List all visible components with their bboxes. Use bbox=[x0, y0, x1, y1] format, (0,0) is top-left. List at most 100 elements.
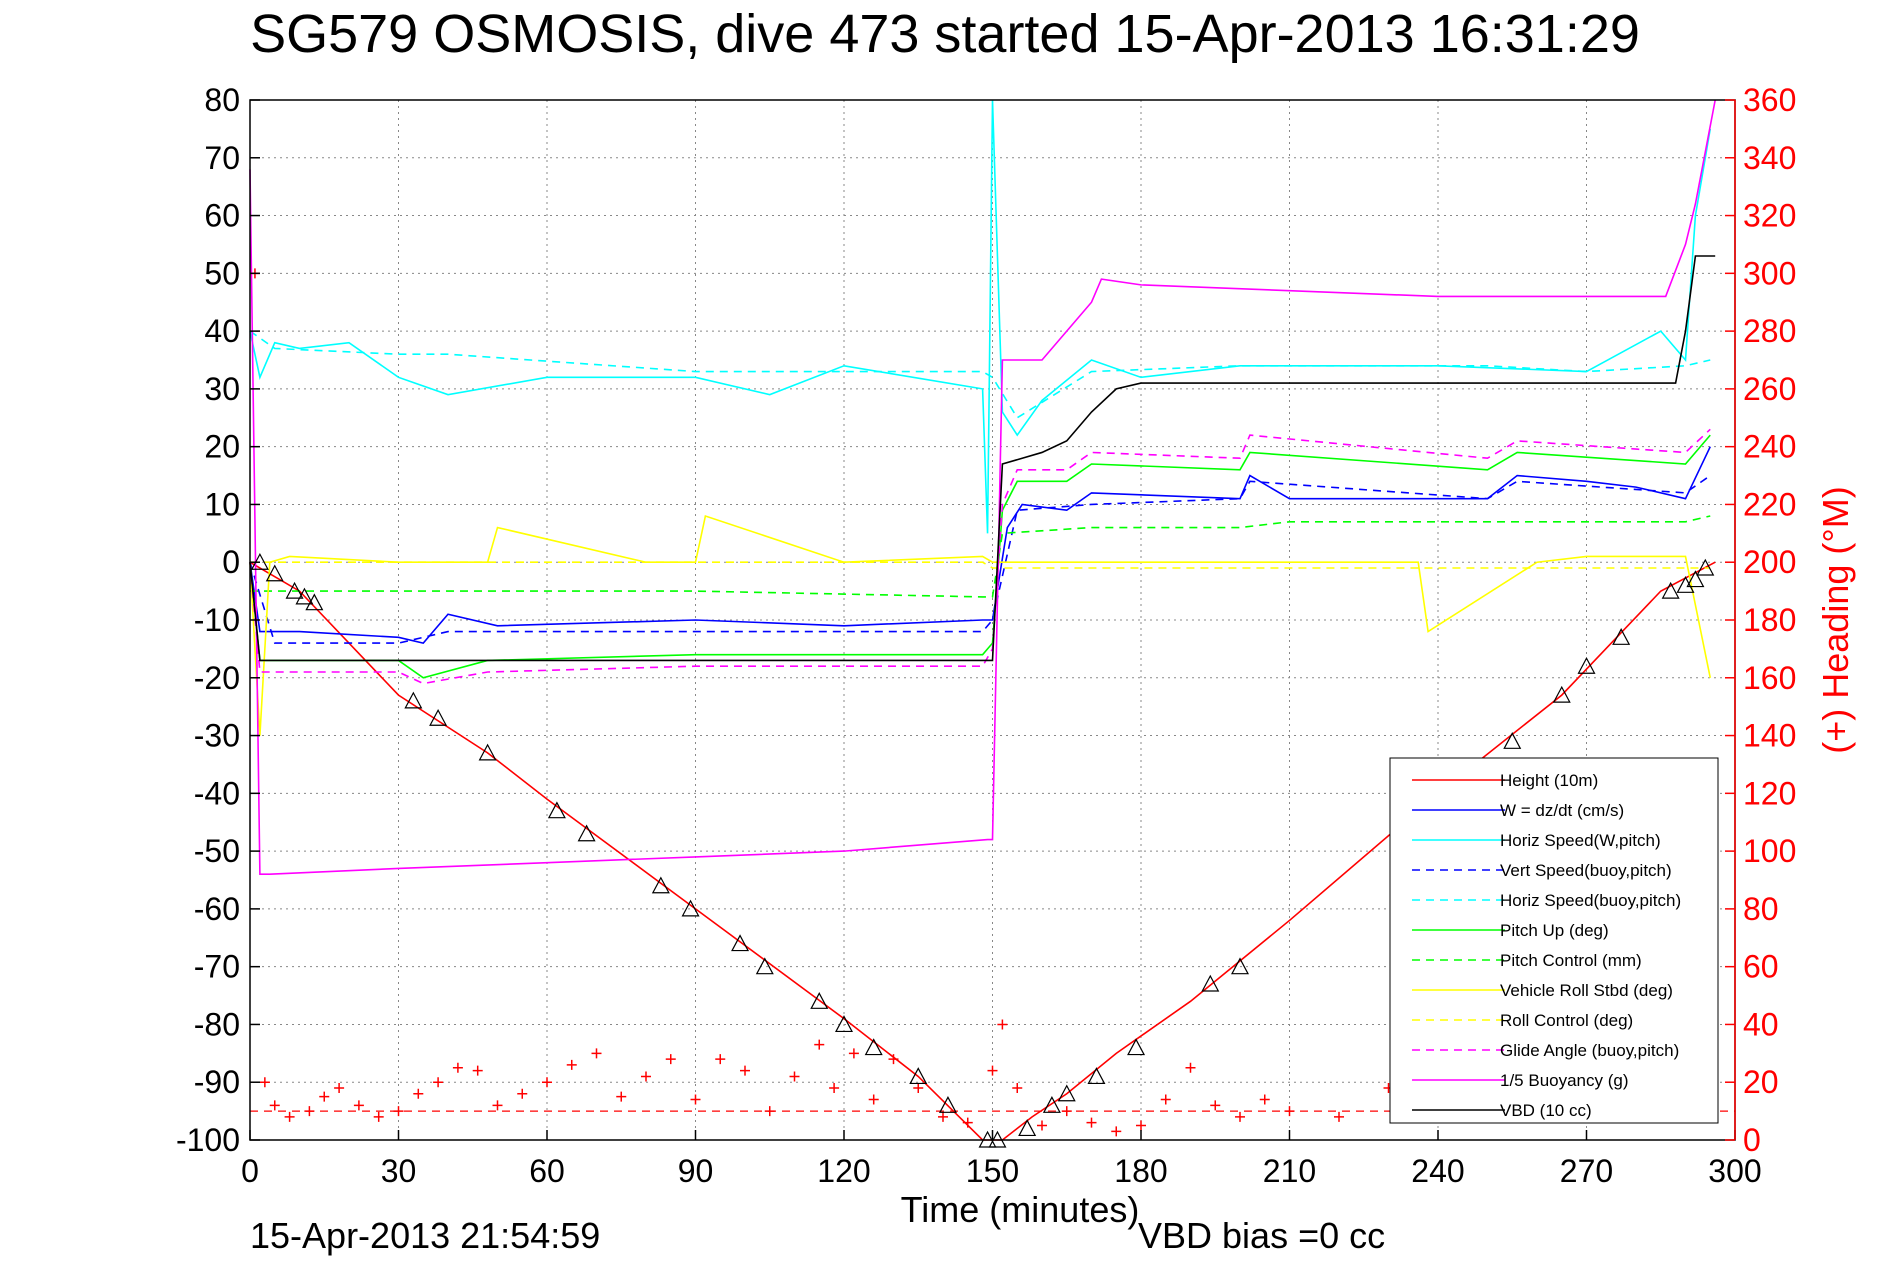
heading-marker bbox=[789, 1071, 800, 1082]
y-axis-right-ticks: 3603403203002802602402202001801601401201… bbox=[1725, 82, 1796, 1158]
heading-marker bbox=[987, 1065, 998, 1076]
depth-triangle bbox=[577, 824, 596, 842]
legend-label: Horiz Speed(W,pitch) bbox=[1500, 831, 1661, 850]
y-right-tick-label: 120 bbox=[1743, 775, 1796, 811]
heading-marker bbox=[962, 1117, 973, 1128]
heading-marker bbox=[1259, 1094, 1270, 1105]
y-tick-label: -30 bbox=[194, 718, 240, 754]
heading-marker bbox=[1210, 1100, 1221, 1111]
y-right-tick-label: 0 bbox=[1743, 1122, 1761, 1158]
legend-label: Roll Control (deg) bbox=[1500, 1011, 1633, 1030]
depth-triangle bbox=[404, 691, 423, 709]
heading-marker bbox=[665, 1054, 676, 1065]
heading-marker bbox=[764, 1106, 775, 1117]
y-tick-label: -40 bbox=[194, 775, 240, 811]
x-tick-label: 0 bbox=[241, 1153, 259, 1189]
x-tick-label: 180 bbox=[1114, 1153, 1167, 1189]
y-right-tick-label: 340 bbox=[1743, 140, 1796, 176]
x-tick-label: 210 bbox=[1263, 1153, 1316, 1189]
y-tick-label: 20 bbox=[204, 429, 240, 465]
legend-box bbox=[1389, 757, 1719, 1124]
legend-label: W = dz/dt (cm/s) bbox=[1500, 801, 1624, 820]
y-tick-label: 60 bbox=[204, 198, 240, 234]
depth-triangle bbox=[1577, 656, 1596, 674]
heading-marker bbox=[304, 1106, 315, 1117]
depth-triangle bbox=[1087, 1067, 1106, 1085]
series-line-8 bbox=[250, 561, 1711, 569]
heading-marker bbox=[690, 1094, 701, 1105]
depth-triangle bbox=[864, 1038, 883, 1056]
heading-marker bbox=[868, 1094, 879, 1105]
depth-triangle bbox=[1057, 1084, 1076, 1102]
y-right-tick-label: 240 bbox=[1743, 429, 1796, 465]
heading-marker bbox=[334, 1083, 345, 1093]
heading-marker bbox=[1235, 1111, 1245, 1122]
y-axis-right-label: (+) Heading (°M) bbox=[1815, 486, 1856, 753]
y-tick-label: -20 bbox=[194, 660, 240, 696]
depth-triangle bbox=[681, 899, 700, 917]
heading-marker bbox=[1136, 1120, 1146, 1131]
y-tick-label: 70 bbox=[204, 140, 240, 176]
heading-marker bbox=[566, 1059, 577, 1070]
y-tick-label: 10 bbox=[204, 486, 240, 522]
x-tick-label: 60 bbox=[529, 1153, 565, 1189]
x-tick-label: 270 bbox=[1560, 1153, 1613, 1189]
heading-marker bbox=[1160, 1094, 1171, 1105]
depth-triangle bbox=[1201, 974, 1220, 992]
chart-title: SG579 OSMOSIS, dive 473 started 15-Apr-2… bbox=[250, 4, 1640, 64]
depth-triangle bbox=[755, 957, 774, 975]
depth-triangle bbox=[1231, 957, 1249, 975]
depth-triangle bbox=[1127, 1038, 1146, 1056]
heading-marker bbox=[1086, 1117, 1097, 1128]
legend-label: Vehicle Roll Stbd (deg) bbox=[1500, 981, 1673, 1000]
y-right-tick-label: 40 bbox=[1743, 1006, 1779, 1042]
y-right-tick-label: 280 bbox=[1743, 313, 1796, 349]
x-tick-label: 90 bbox=[678, 1153, 714, 1189]
heading-marker bbox=[1037, 1120, 1047, 1131]
y-right-tick-label: 140 bbox=[1743, 718, 1796, 754]
heading-marker bbox=[269, 1100, 280, 1111]
depth-triangle bbox=[810, 992, 829, 1009]
legend-items: Height (10m) W = dz/dt (cm/s) Horiz Speed(… bbox=[1412, 771, 1681, 1120]
y-tick-label: 0 bbox=[222, 544, 240, 580]
y-right-tick-label: 300 bbox=[1743, 255, 1796, 291]
heading-marker bbox=[814, 1039, 825, 1050]
y-right-tick-label: 360 bbox=[1743, 82, 1796, 118]
depth-triangle bbox=[285, 581, 304, 599]
y-tick-label: 40 bbox=[204, 313, 240, 349]
heading-marker bbox=[715, 1054, 726, 1065]
heading-marker bbox=[888, 1054, 899, 1065]
series-line-11 bbox=[249, 255, 1716, 662]
heading-marker bbox=[829, 1083, 840, 1093]
depth-triangle bbox=[909, 1067, 928, 1085]
legend-label: VBD (10 cc) bbox=[1500, 1101, 1592, 1120]
legend-label: Vert Speed(buoy,pitch) bbox=[1500, 861, 1672, 880]
depth-triangle bbox=[1661, 581, 1680, 599]
y-right-tick-label: 100 bbox=[1743, 833, 1796, 869]
depth-triangle bbox=[1686, 570, 1705, 588]
y-right-tick-label: 80 bbox=[1743, 891, 1779, 927]
y-right-tick-label: 260 bbox=[1743, 371, 1796, 407]
depth-triangle bbox=[651, 876, 670, 894]
heading-marker bbox=[740, 1065, 750, 1076]
y-right-tick-label: 160 bbox=[1743, 660, 1796, 696]
y-right-tick-label: 60 bbox=[1743, 949, 1779, 985]
x-axis-label: Time (minutes) bbox=[901, 1189, 1140, 1230]
heading-marker bbox=[413, 1088, 424, 1099]
heading-marker bbox=[616, 1091, 627, 1102]
legend-label: Height (10m) bbox=[1500, 771, 1598, 790]
y-tick-label: -70 bbox=[194, 949, 240, 985]
y-right-tick-label: 200 bbox=[1743, 544, 1796, 580]
heading-marker bbox=[1334, 1111, 1344, 1122]
depth-triangle bbox=[478, 743, 497, 761]
y-tick-label: -90 bbox=[194, 1064, 240, 1100]
series-line-1 bbox=[249, 446, 1711, 645]
heading-marker bbox=[591, 1048, 602, 1059]
heading-marker bbox=[938, 1111, 948, 1122]
depth-triangle bbox=[1696, 558, 1715, 576]
depth-triangle bbox=[1018, 1119, 1037, 1137]
series-line-2 bbox=[249, 99, 1712, 534]
heading-marker bbox=[517, 1088, 528, 1099]
y-right-tick-label: 20 bbox=[1743, 1064, 1779, 1100]
